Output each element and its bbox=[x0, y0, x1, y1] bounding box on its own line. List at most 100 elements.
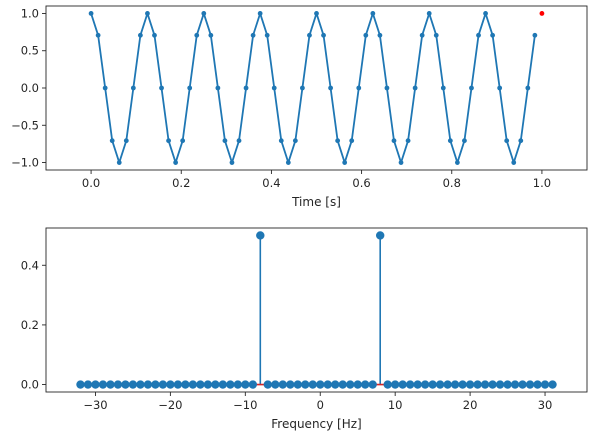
signal-sample-point bbox=[130, 85, 136, 91]
signal-sample-point bbox=[116, 160, 122, 165]
frequency-x-axis-label: Frequency [Hz] bbox=[271, 417, 362, 431]
stem-marker bbox=[91, 380, 100, 389]
time-x-axis-label: Time [s] bbox=[291, 195, 341, 209]
time-x-tick-label: 0.0 bbox=[82, 176, 100, 190]
stem-marker bbox=[413, 380, 422, 389]
signal-sample-point bbox=[398, 160, 404, 165]
signal-sample-point bbox=[363, 32, 369, 38]
stem-marker bbox=[465, 380, 475, 389]
stem-marker bbox=[383, 380, 392, 389]
stem-marker bbox=[420, 380, 430, 389]
stem-marker bbox=[331, 380, 340, 389]
stem-marker bbox=[286, 380, 295, 389]
stem-marker bbox=[241, 380, 250, 389]
stem-marker bbox=[398, 380, 407, 389]
time-y-tick-label: −0.5 bbox=[11, 118, 39, 132]
stem-marker bbox=[151, 380, 160, 389]
frequency-plot-marks bbox=[76, 231, 557, 389]
signal-sample-point bbox=[377, 32, 383, 38]
stem-marker bbox=[76, 380, 85, 389]
stem-marker bbox=[233, 380, 243, 389]
stem-marker bbox=[548, 380, 557, 389]
signal-sample-point bbox=[166, 138, 171, 144]
signal-sample-point bbox=[490, 32, 496, 38]
stem-marker bbox=[316, 380, 325, 389]
signal-sample-point bbox=[123, 138, 129, 144]
stem-marker bbox=[540, 380, 550, 389]
stem-marker bbox=[488, 380, 497, 389]
signal-sample-point bbox=[440, 85, 446, 91]
signal-sample-point bbox=[335, 138, 341, 144]
stem-marker bbox=[128, 380, 138, 389]
frequency-plot-frame bbox=[45, 227, 588, 393]
signal-sample-point bbox=[419, 32, 425, 38]
signal-sample-point bbox=[307, 32, 312, 38]
stem-marker bbox=[308, 380, 317, 389]
signal-sample-point bbox=[159, 85, 164, 91]
frequency-x-tick-label: 10 bbox=[388, 398, 403, 412]
stem-marker bbox=[181, 380, 190, 389]
time-x-tick-label: 0.4 bbox=[262, 176, 280, 190]
signal-sample-point bbox=[278, 138, 284, 144]
stem-marker bbox=[353, 380, 362, 389]
signal-sample-point bbox=[504, 138, 510, 144]
signal-sample-point bbox=[433, 32, 439, 38]
signal-sample-point bbox=[236, 138, 242, 144]
stem-marker bbox=[293, 380, 302, 389]
signal-sample-point bbox=[243, 85, 249, 91]
frequency-y-tick-label: 0.2 bbox=[21, 318, 39, 332]
stem-marker bbox=[256, 231, 265, 240]
signal-sample-point bbox=[95, 32, 101, 38]
stem-marker bbox=[346, 380, 355, 389]
frequency-y-tick-label: 0.4 bbox=[21, 258, 39, 272]
signal-sample-point bbox=[511, 160, 517, 165]
stem-marker bbox=[405, 380, 415, 389]
stem-marker bbox=[510, 380, 520, 389]
time-y-tick-label: 0.0 bbox=[21, 81, 39, 95]
signal-sample-point bbox=[208, 32, 214, 38]
stem-marker bbox=[518, 380, 527, 389]
signal-sample-point bbox=[532, 32, 538, 38]
stem-marker bbox=[525, 380, 535, 389]
stem-marker bbox=[226, 380, 235, 389]
signal-sample-point bbox=[342, 160, 348, 165]
signal-line bbox=[90, 12, 536, 164]
stem-marker bbox=[173, 380, 183, 389]
signal-sample-point bbox=[173, 160, 179, 165]
stem-marker bbox=[323, 380, 332, 389]
stem-marker bbox=[158, 380, 168, 389]
time-x-tick-label: 1.0 bbox=[533, 176, 551, 190]
signal-sample-point bbox=[476, 32, 481, 38]
frequency-x-tick-label: −10 bbox=[233, 398, 257, 412]
frequency-spectrum-chart: −30 −20 −10 0 10 20 30 0.4 0.2 0.0 Frequency [Hz… bbox=[21, 227, 588, 431]
signal-sample-point bbox=[152, 32, 157, 38]
signal-sample-point bbox=[426, 11, 432, 16]
signal-sample-point bbox=[370, 11, 376, 16]
time-signal-chart: 0.0 0.2 0.4 0.6 0.8 1.0 1.0 0.5 0.0 −0.5 −1.0 Tim… bbox=[11, 5, 588, 209]
signal-sample-point bbox=[215, 85, 221, 91]
stem-marker bbox=[375, 231, 385, 240]
stem-marker bbox=[211, 380, 220, 389]
signal-sample-point bbox=[314, 11, 319, 16]
signal-sample-point bbox=[264, 32, 270, 38]
signal-sample-point bbox=[250, 32, 256, 38]
signal-sample-point bbox=[88, 11, 94, 16]
stem-marker bbox=[503, 380, 512, 389]
signal-sample-point bbox=[180, 138, 186, 144]
time-x-tick-label: 0.8 bbox=[443, 176, 461, 190]
signal-sample-point bbox=[229, 160, 235, 165]
stem-marker bbox=[106, 380, 115, 389]
frequency-x-tick-label: 30 bbox=[538, 398, 553, 412]
signal-sample-point bbox=[285, 160, 291, 165]
time-x-tick-label: 0.6 bbox=[352, 176, 370, 190]
signal-sample-point bbox=[321, 32, 326, 38]
stem-marker bbox=[83, 380, 93, 389]
time-y-axis: 1.0 0.5 0.0 −0.5 −1.0 bbox=[11, 6, 46, 170]
stem-marker bbox=[480, 380, 490, 389]
stem-marker bbox=[113, 380, 123, 389]
signal-sample-point bbox=[447, 138, 453, 144]
stem-marker bbox=[271, 380, 280, 389]
signal-sample-point bbox=[483, 11, 488, 16]
stem-marker bbox=[121, 380, 130, 389]
